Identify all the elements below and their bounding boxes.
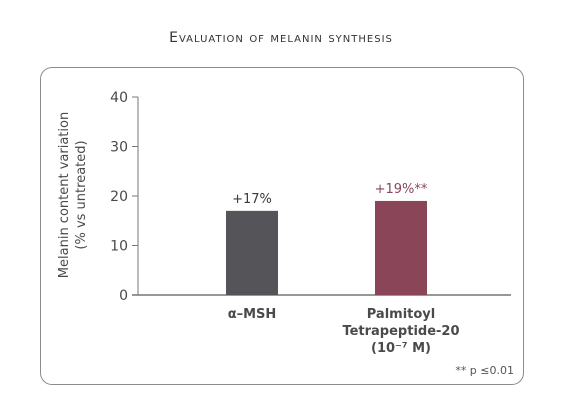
chart-title: Evaluation of melanin synthesis	[169, 30, 393, 46]
bar-value-label-1: +17%	[232, 192, 272, 207]
category-label-2-line-2: Tetrapeptide-20	[342, 324, 459, 339]
bar-2	[375, 200, 427, 295]
y-tick-label-0: 0	[119, 288, 128, 304]
category-label-1-line-1: α–MSH	[228, 307, 277, 322]
y-axis-title-line-2: (% vs untreated)	[74, 140, 89, 249]
category-label-2-line-3: (10⁻⁷ M)	[371, 341, 431, 356]
bar-value-label-2: +19%**	[375, 182, 428, 197]
y-tick-label-30: 30	[110, 140, 128, 156]
bar-1	[226, 210, 278, 295]
category-label-2-line-1: Palmitoyl	[367, 307, 436, 322]
chart-panel	[40, 67, 524, 385]
y-axis-title-line-1: Melanin content variation	[57, 112, 72, 278]
y-tick-label-40: 40	[110, 90, 128, 106]
y-tick-label-20: 20	[110, 189, 128, 205]
y-axis-title: Melanin content variation (% vs untreate…	[57, 112, 89, 278]
y-tick-label-10: 10	[110, 239, 128, 255]
significance-footnote: ** p ≤0.01	[455, 364, 514, 377]
